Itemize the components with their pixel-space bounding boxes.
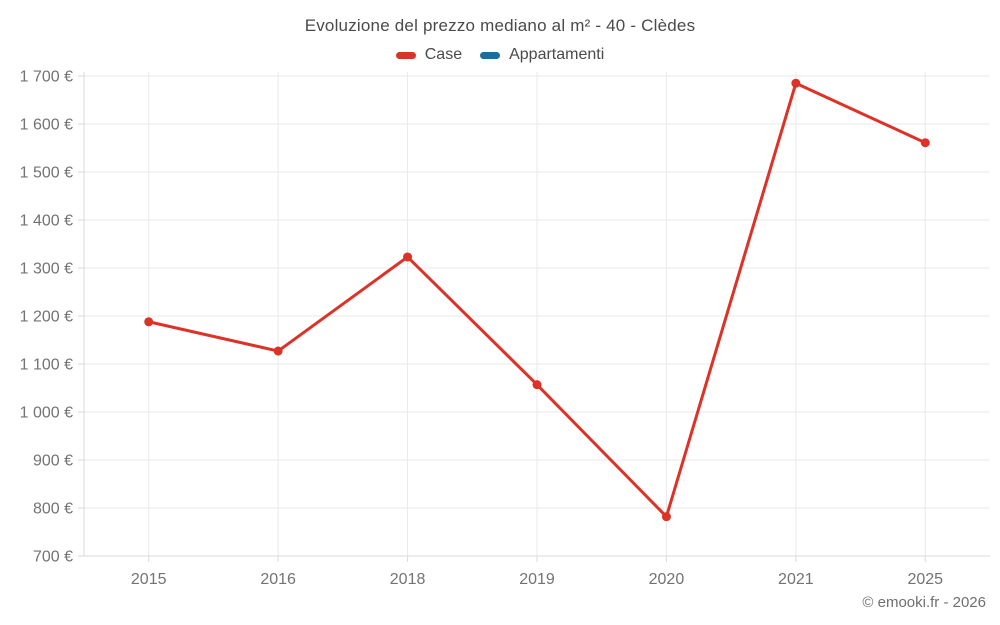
x-axis-tick-label: 2019 xyxy=(519,571,555,588)
y-axis-tick-label: 1 300 € xyxy=(20,261,73,278)
data-point-case[interactable] xyxy=(273,346,283,356)
x-axis-tick-label: 2025 xyxy=(907,571,943,588)
y-axis-tick-label: 1 700 € xyxy=(20,69,73,86)
data-point-case[interactable] xyxy=(920,138,930,148)
chart-legend: Case Appartamenti xyxy=(0,46,1000,64)
y-axis-tick-label: 800 € xyxy=(33,501,73,518)
footer-credit: © emooki.fr - 2026 xyxy=(862,594,986,611)
legend-label-appartamenti: Appartamenti xyxy=(509,46,605,63)
y-axis-tick-label: 1 100 € xyxy=(20,357,73,374)
data-point-case[interactable] xyxy=(661,512,671,522)
chart-title: Evoluzione del prezzo mediano al m² - 40… xyxy=(304,16,696,35)
x-axis-tick-label: 2016 xyxy=(260,571,296,588)
legend-label-case: Case xyxy=(424,46,463,63)
y-axis-tick-label: 1 500 € xyxy=(20,165,73,182)
x-axis-tick-label: 2020 xyxy=(649,571,685,588)
x-axis-tick-label: 2015 xyxy=(131,571,167,588)
data-point-case[interactable] xyxy=(532,380,542,390)
data-point-case[interactable] xyxy=(144,317,154,327)
y-axis-tick-label: 1 600 € xyxy=(20,117,73,134)
legend-item-case[interactable]: Case xyxy=(395,46,463,64)
y-axis-tick-label: 900 € xyxy=(33,453,73,470)
y-axis-tick-label: 1 400 € xyxy=(20,213,73,230)
legend-item-appartamenti[interactable]: Appartamenti xyxy=(480,46,604,64)
y-axis-tick-label: 1 200 € xyxy=(20,309,73,326)
data-point-case[interactable] xyxy=(403,252,413,262)
case-series-swatch-icon xyxy=(395,51,416,59)
y-axis-tick-label: 700 € xyxy=(33,549,73,566)
x-axis-tick-label: 2021 xyxy=(778,571,814,588)
appartamenti-series-swatch-icon xyxy=(480,51,501,59)
y-axis-tick-label: 1 000 € xyxy=(20,405,73,422)
data-point-case[interactable] xyxy=(791,78,801,88)
x-axis-tick-label: 2018 xyxy=(390,571,426,588)
